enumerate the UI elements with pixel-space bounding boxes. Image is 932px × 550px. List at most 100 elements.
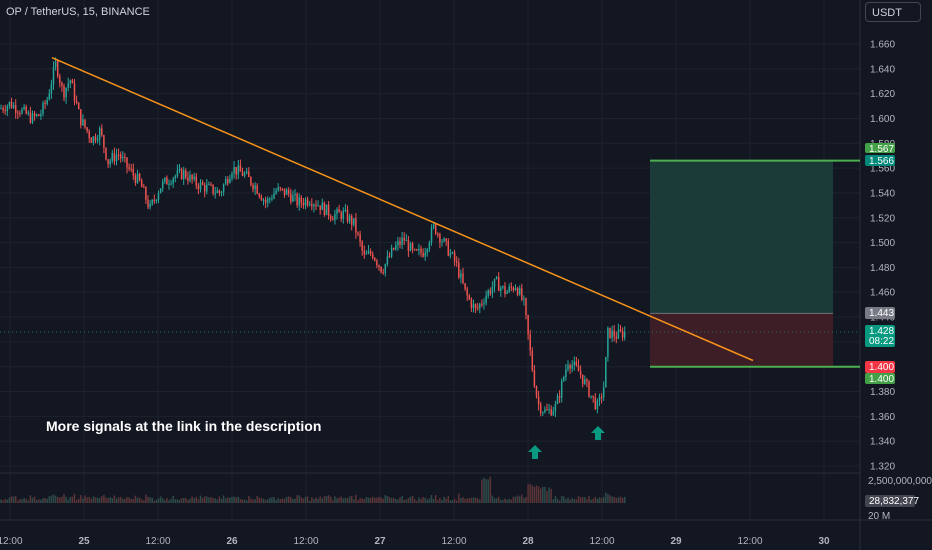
volume-bar bbox=[418, 497, 420, 503]
volume-bar bbox=[113, 495, 116, 503]
volume-bar bbox=[571, 498, 573, 503]
time-axis[interactable]: 12:00 25 12:00 26 12:00 27 12:00 28 12:00 29 12:00… bbox=[0, 536, 830, 547]
volume-bar bbox=[208, 497, 210, 503]
candle-body bbox=[136, 173, 139, 183]
stop-tag-bg bbox=[865, 373, 895, 384]
candle-body bbox=[193, 176, 195, 180]
volume-bar bbox=[227, 497, 229, 503]
price-axis[interactable]: 1.6601.6401.6201.6001.5801.5601.5401.520… bbox=[868, 40, 932, 523]
volume-bar bbox=[145, 494, 147, 503]
volume-bar bbox=[380, 497, 382, 503]
volume-bar bbox=[126, 497, 128, 503]
candle-body bbox=[101, 128, 103, 136]
volume-bar bbox=[185, 498, 187, 503]
volume-bar bbox=[607, 493, 609, 503]
volume-bar bbox=[361, 498, 363, 503]
candle-body bbox=[23, 106, 25, 110]
volume-bar bbox=[33, 496, 36, 503]
volume-bar bbox=[581, 497, 584, 503]
candle-body bbox=[174, 175, 177, 179]
candle-body bbox=[273, 193, 275, 199]
candle-body bbox=[260, 196, 263, 201]
volume-bar bbox=[29, 495, 32, 503]
candle-body bbox=[153, 200, 156, 202]
price-tick-label: 1.500 bbox=[870, 238, 895, 249]
candle-body bbox=[216, 190, 219, 194]
volume-bar bbox=[317, 498, 319, 503]
candle-body bbox=[271, 198, 273, 200]
candle-body bbox=[371, 253, 374, 259]
candle-body bbox=[483, 302, 485, 304]
volume-bar bbox=[353, 499, 355, 503]
volume-bar bbox=[161, 498, 164, 503]
volume-bar bbox=[195, 496, 198, 503]
volume-bar bbox=[210, 497, 212, 503]
volume-bar bbox=[216, 499, 219, 503]
candle-body bbox=[560, 380, 563, 398]
candle-body bbox=[556, 395, 559, 404]
candle-body bbox=[10, 101, 13, 108]
candle-body bbox=[67, 83, 69, 88]
volume-bar bbox=[453, 498, 456, 503]
candle-body bbox=[189, 174, 191, 181]
candle-body bbox=[128, 167, 130, 169]
volume-bar bbox=[35, 500, 38, 503]
candle-body bbox=[161, 181, 164, 189]
candle-body bbox=[621, 330, 624, 338]
volume-bar bbox=[563, 496, 565, 503]
stop-top-tag: 1.400 bbox=[865, 361, 895, 373]
target-zone bbox=[650, 160, 833, 314]
candle-body bbox=[250, 177, 252, 185]
position-zones bbox=[0, 159, 860, 368]
volume-bar bbox=[516, 495, 519, 503]
volume-bar bbox=[584, 497, 586, 503]
volume-bar bbox=[271, 497, 273, 503]
candle-body bbox=[455, 261, 458, 263]
volume-bar bbox=[367, 497, 370, 503]
symbol-title: OP / TetherUS, 15, BINANCE bbox=[6, 6, 150, 18]
candle-body bbox=[254, 185, 256, 190]
signal-arrows bbox=[528, 426, 605, 459]
volume-bar bbox=[577, 495, 580, 503]
volume-bar bbox=[382, 498, 384, 503]
volume-bar bbox=[468, 498, 471, 503]
volume-bar bbox=[596, 498, 599, 503]
volume-bar bbox=[399, 497, 401, 503]
stop-tag: 1.400 bbox=[865, 373, 895, 385]
volume-bar bbox=[474, 497, 477, 503]
volume-bar bbox=[342, 498, 345, 503]
candle-body bbox=[317, 205, 319, 207]
candle-body bbox=[294, 194, 296, 196]
candle-body bbox=[84, 119, 86, 128]
candle-body bbox=[336, 209, 338, 215]
volume-bar bbox=[44, 497, 46, 503]
currency-button[interactable]: USDT bbox=[865, 2, 921, 22]
candle-body bbox=[369, 251, 372, 254]
candle-body bbox=[325, 204, 328, 215]
candle-body bbox=[56, 61, 59, 77]
volume-current-tag-bg bbox=[865, 495, 915, 507]
candle-body bbox=[285, 189, 288, 195]
trendline-layer[interactable] bbox=[51, 56, 754, 362]
volume-bar bbox=[17, 500, 19, 503]
candle-body bbox=[256, 185, 258, 194]
volume-bar bbox=[187, 499, 189, 503]
candle-body bbox=[575, 361, 578, 366]
price-tick-label: 1.560 bbox=[870, 164, 895, 175]
candle-body bbox=[577, 365, 580, 372]
volume-bar bbox=[50, 495, 53, 503]
candle-body bbox=[329, 215, 332, 219]
volume-bar bbox=[592, 498, 594, 503]
candle-body bbox=[449, 252, 452, 256]
candle-body bbox=[485, 295, 487, 303]
volume-bar bbox=[445, 498, 447, 503]
volume-bar bbox=[500, 499, 502, 503]
candle-body bbox=[300, 197, 303, 203]
volume-bar bbox=[529, 483, 531, 503]
trendline[interactable] bbox=[51, 56, 754, 362]
candle-body bbox=[105, 147, 107, 160]
volume-bar bbox=[65, 496, 67, 503]
candle-body bbox=[361, 241, 363, 251]
